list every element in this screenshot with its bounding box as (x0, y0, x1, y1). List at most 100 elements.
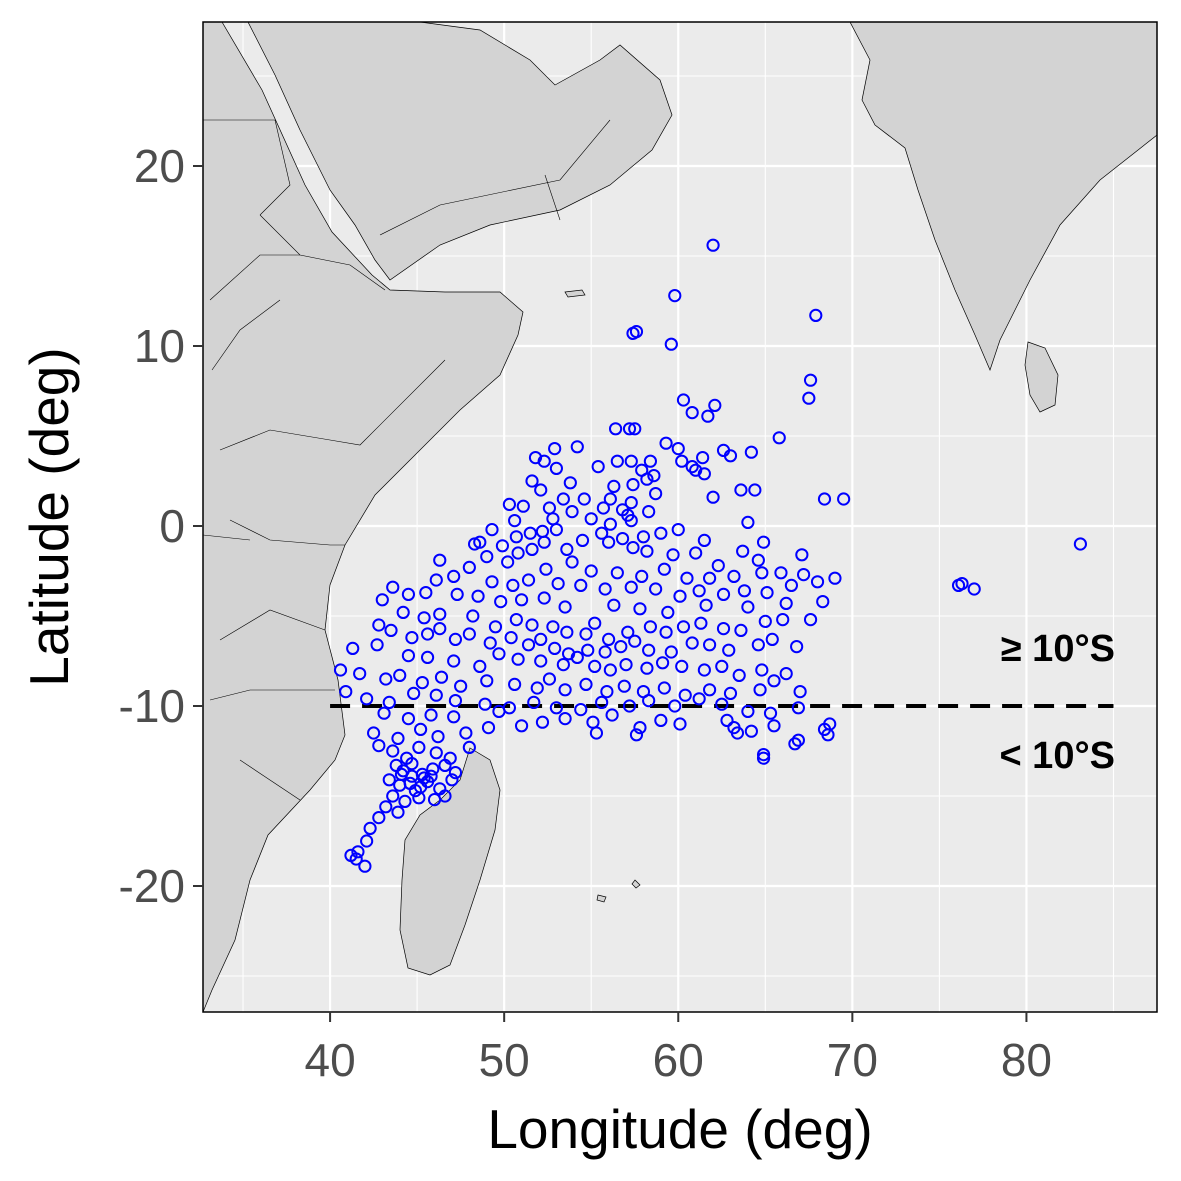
x-axis: 40 50 60 70 80 (304, 1012, 1052, 1086)
x-tick-label: 80 (1001, 1034, 1052, 1086)
data-point (516, 499, 530, 513)
data-point (577, 492, 591, 506)
data-point (570, 440, 584, 454)
data-point (405, 631, 419, 645)
data-point (734, 483, 748, 497)
data-point (967, 582, 981, 596)
data-point (462, 627, 476, 641)
data-point (837, 492, 851, 506)
data-point (715, 659, 729, 674)
data-point (598, 582, 612, 596)
data-point (790, 640, 804, 654)
data-point (379, 800, 393, 814)
data-point (765, 632, 779, 647)
data-point (488, 620, 503, 634)
data-point (600, 685, 614, 699)
data-point (363, 821, 377, 836)
data-point (642, 643, 656, 657)
data-point (633, 721, 647, 735)
data-point (473, 659, 487, 674)
africa-landmass (203, 22, 524, 1012)
madagascar (399, 747, 501, 976)
data-point (610, 454, 624, 468)
data-point (697, 533, 711, 548)
x-tick-label: 70 (827, 1034, 878, 1086)
y-tick-label: -10 (119, 680, 185, 732)
data-point (492, 704, 506, 719)
data-point (394, 767, 409, 782)
data-point (393, 668, 407, 683)
data-point (643, 620, 658, 634)
data-point (537, 535, 551, 549)
data-point (624, 454, 638, 468)
y-tick-label: 10 (134, 320, 185, 372)
data-point (523, 526, 537, 540)
data-point (534, 632, 548, 647)
data-point (694, 616, 708, 630)
data-point (565, 505, 579, 519)
data-point (736, 544, 750, 558)
data-point (429, 746, 443, 760)
data-point (603, 663, 617, 677)
data-point (525, 474, 539, 488)
data-point (485, 575, 499, 589)
data-point (514, 719, 529, 733)
data-point (716, 587, 731, 602)
data-point (760, 586, 774, 600)
data-point (447, 569, 461, 584)
data-point (466, 609, 480, 623)
data-point (447, 710, 461, 724)
data-point (333, 663, 348, 677)
data-point (633, 602, 647, 616)
data-point (431, 730, 445, 744)
data-point (659, 436, 673, 450)
data-point (791, 733, 805, 747)
data-point (581, 643, 595, 657)
data-point (539, 562, 553, 576)
data-point (471, 589, 485, 603)
data-point (626, 541, 640, 555)
data-point (772, 431, 786, 445)
data-point (629, 325, 644, 339)
plot-border (202, 21, 1158, 1013)
x-tick-label: 40 (304, 1034, 355, 1086)
data-point (706, 490, 720, 504)
india-subcontinent (849, 22, 1157, 371)
data-point (671, 442, 685, 456)
data-point (595, 695, 609, 710)
data-point (828, 571, 842, 585)
data-point (565, 555, 579, 569)
data-point (560, 542, 574, 557)
data-point (360, 834, 374, 848)
data-point (492, 647, 506, 661)
data-point (643, 454, 658, 468)
data-point (711, 559, 725, 573)
data-point (485, 523, 499, 537)
data-point (391, 805, 405, 819)
data-point (788, 737, 802, 751)
data-point (509, 530, 523, 544)
data-point (702, 638, 717, 652)
x-tick-label: 50 (479, 1034, 530, 1086)
data-point (382, 773, 396, 787)
data-point (433, 553, 447, 567)
y-tick-label: 0 (159, 500, 185, 552)
data-point (508, 514, 522, 528)
data-point (414, 780, 428, 794)
data-point (776, 613, 790, 627)
data-point (558, 683, 572, 697)
data-point (501, 555, 515, 569)
data-point (525, 542, 539, 557)
data-point (666, 548, 680, 562)
data-point (579, 627, 593, 641)
data-point (622, 422, 637, 436)
data-point (603, 517, 617, 531)
data-point (448, 632, 463, 647)
data-point (549, 523, 563, 537)
data-point (659, 625, 673, 639)
data-point (521, 573, 536, 587)
data-point (657, 562, 671, 576)
data-point (548, 442, 562, 456)
data-point (697, 467, 711, 481)
